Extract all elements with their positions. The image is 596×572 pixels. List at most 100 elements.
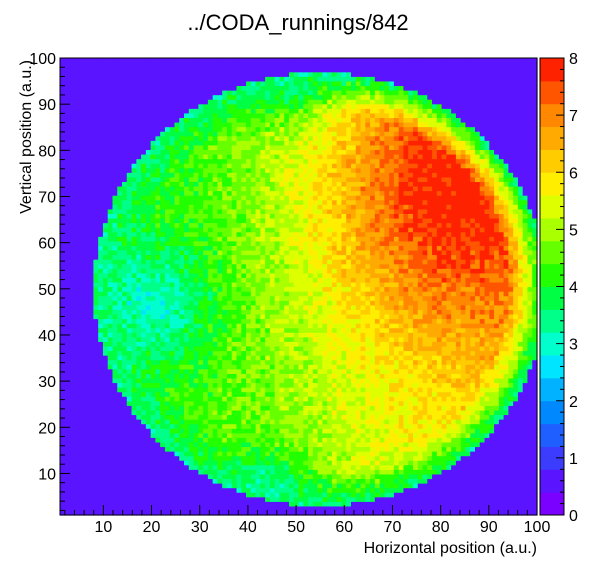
- heatmap-cell: [117, 304, 123, 310]
- heatmap-cell: [260, 428, 266, 434]
- heatmap-cell: [298, 409, 304, 416]
- heatmap-cell: [107, 396, 114, 402]
- heatmap-cell: [327, 409, 333, 416]
- heatmap-cell: [403, 382, 409, 388]
- heatmap-cell: [350, 487, 357, 493]
- heatmap-cell: [398, 300, 405, 306]
- heatmap-cell: [217, 501, 223, 507]
- heatmap-cell: [312, 327, 319, 333]
- heatmap-cell: [303, 473, 309, 480]
- heatmap-cell: [179, 350, 185, 356]
- heatmap-cell: [79, 478, 85, 484]
- heatmap-cell: [350, 460, 357, 466]
- heatmap-cell: [179, 304, 185, 310]
- heatmap-cell: [217, 300, 223, 306]
- heatmap-cell: [322, 419, 328, 425]
- heatmap-cell: [193, 423, 199, 429]
- heatmap-cell: [164, 350, 171, 356]
- heatmap-cell: [389, 391, 395, 397]
- heatmap-cell: [474, 286, 481, 292]
- heatmap-cell: [408, 345, 414, 352]
- heatmap-cell: [274, 304, 281, 310]
- heatmap-cell: [74, 387, 80, 393]
- heatmap-cell: [327, 478, 333, 484]
- heatmap-cell: [527, 437, 533, 443]
- heatmap-cell: [122, 483, 128, 489]
- heatmap-cell: [408, 432, 414, 438]
- heatmap-cell: [408, 336, 414, 342]
- heatmap-cell: [451, 341, 457, 347]
- heatmap-cell: [460, 400, 467, 406]
- heatmap-cell: [217, 396, 223, 402]
- heatmap-cell: [374, 327, 381, 333]
- heatmap-cell: [384, 473, 390, 480]
- heatmap-cell: [441, 428, 447, 434]
- heatmap-cell: [494, 300, 500, 306]
- heatmap-cell: [179, 451, 185, 457]
- heatmap-cell: [279, 291, 285, 297]
- heatmap-cell: [74, 373, 80, 379]
- heatmap-cell: [355, 295, 362, 301]
- heatmap-cell: [174, 291, 180, 297]
- heatmap-cell: [112, 400, 118, 406]
- heatmap-cell: [83, 318, 90, 324]
- heatmap-cell: [184, 469, 190, 475]
- heatmap-cell: [384, 464, 390, 470]
- heatmap-cell: [145, 437, 152, 443]
- heatmap-cell: [250, 451, 257, 457]
- heatmap-cell: [312, 419, 319, 425]
- heatmap-cell: [250, 441, 257, 448]
- heatmap-cell: [308, 492, 314, 498]
- heatmap-cell: [441, 382, 447, 388]
- heatmap-cell: [355, 441, 362, 448]
- heatmap-cell: [460, 286, 467, 292]
- heatmap-cell: [494, 409, 500, 416]
- heatmap-cell: [184, 341, 190, 347]
- heatmap-cell: [184, 373, 190, 379]
- heatmap-cell: [298, 364, 304, 370]
- heatmap-cell: [98, 286, 104, 292]
- heatmap-cell: [422, 341, 428, 347]
- heatmap-cell: [479, 355, 486, 361]
- heatmap-cell: [188, 432, 195, 438]
- heatmap-cell: [184, 483, 190, 489]
- heatmap-cell: [393, 473, 400, 480]
- heatmap-cell: [336, 505, 343, 512]
- heatmap-cell: [93, 419, 99, 425]
- heatmap-cell: [417, 487, 424, 493]
- heatmap-cell: [446, 414, 452, 420]
- heatmap-cell: [455, 355, 462, 361]
- heatmap-cell: [527, 318, 533, 324]
- heatmap-cell: [279, 432, 285, 438]
- heatmap-cell: [355, 377, 362, 384]
- heatmap-cell: [131, 368, 137, 374]
- heatmap-cell: [141, 483, 147, 489]
- heatmap-cell: [412, 483, 419, 489]
- heatmap-cell: [360, 469, 366, 475]
- heatmap-cell: [527, 400, 533, 406]
- heatmap-cell: [74, 382, 80, 388]
- heatmap-cell: [241, 382, 247, 388]
- heatmap-cell: [489, 373, 495, 379]
- heatmap-cell: [374, 441, 381, 448]
- heatmap-cell: [184, 318, 190, 324]
- heatmap-cell: [212, 496, 219, 502]
- heatmap-cell: [131, 464, 137, 470]
- heatmap-cell: [451, 364, 457, 370]
- heatmap-cell: [508, 350, 514, 356]
- heatmap-cell: [112, 473, 118, 480]
- heatmap-cell: [231, 455, 238, 461]
- heatmap-cell: [436, 313, 443, 320]
- heatmap-cell: [241, 400, 247, 406]
- heatmap-cell: [150, 460, 156, 466]
- heatmap-cell: [384, 487, 390, 493]
- heatmap-cell: [250, 446, 257, 452]
- heatmap-cell: [198, 428, 204, 434]
- heatmap-cell: [88, 396, 94, 402]
- heatmap-cell: [274, 295, 281, 301]
- heatmap-cell: [417, 286, 424, 292]
- heatmap-cell: [374, 510, 381, 516]
- heatmap-cell: [451, 327, 457, 333]
- heatmap-cell: [350, 318, 357, 324]
- heatmap-cell: [284, 364, 290, 370]
